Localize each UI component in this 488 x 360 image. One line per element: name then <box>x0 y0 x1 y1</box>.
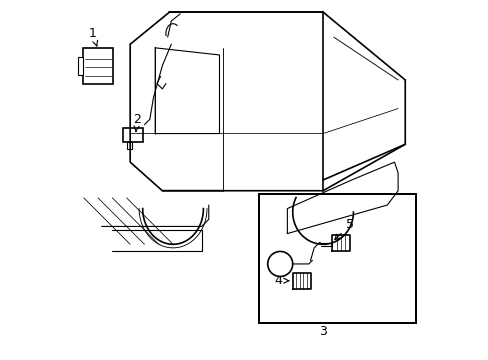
FancyBboxPatch shape <box>78 57 83 75</box>
Text: 2: 2 <box>133 113 141 131</box>
Circle shape <box>267 251 292 276</box>
FancyBboxPatch shape <box>83 48 113 84</box>
Text: 4: 4 <box>274 274 288 287</box>
FancyBboxPatch shape <box>258 194 415 323</box>
FancyBboxPatch shape <box>123 128 142 143</box>
FancyBboxPatch shape <box>126 143 132 149</box>
Text: 1: 1 <box>88 27 98 46</box>
Text: 3: 3 <box>319 325 326 338</box>
Text: 5: 5 <box>334 218 353 240</box>
